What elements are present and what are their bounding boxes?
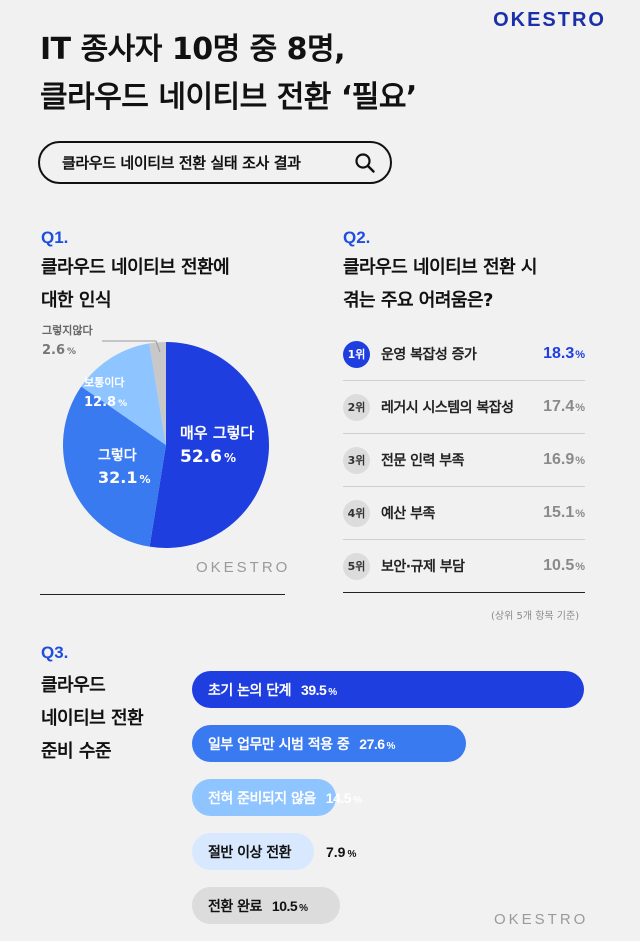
bar-value: 39.5% bbox=[301, 681, 337, 698]
bar: 절반 이상 전환 bbox=[192, 833, 314, 870]
bar: 일부 업무만 시범 적용 중 27.6% bbox=[192, 725, 466, 762]
rank-label: 보안·규제 부담 bbox=[381, 559, 465, 575]
bar: 전혀 준비되지 않음 14.5% bbox=[192, 779, 362, 816]
rank-badge: 2위 bbox=[343, 393, 370, 421]
q1-tag: Q1. bbox=[41, 228, 69, 247]
q2-heading-line-2: 겪는 주요 어려움은? bbox=[343, 290, 493, 311]
rank-badge: 5위 bbox=[343, 552, 370, 580]
pie-label-2: 보통이다 bbox=[84, 375, 125, 389]
pie-value-1: 32.1% bbox=[98, 468, 151, 487]
rank-value: 15.1% bbox=[543, 504, 585, 521]
rank-row: 2위 레거시 시스템의 복잡성 17.4% bbox=[343, 381, 585, 434]
rank-value: 18.3% bbox=[543, 345, 585, 362]
rank-value: 17.4% bbox=[543, 398, 585, 415]
footer-watermark-logo: OKESTRO bbox=[494, 911, 589, 928]
pie-slice-3 bbox=[149, 342, 166, 445]
q3-bar-chart: 초기 논의 단계 39.5% 일부 업무만 시범 적용 중 27.6% 전혀 준비되지 … bbox=[192, 671, 592, 941]
rank-badge: 1위 bbox=[343, 340, 370, 368]
pie-leader-line bbox=[102, 340, 161, 353]
bar-label: 초기 논의 단계 bbox=[208, 682, 292, 699]
bar-value: 10.5% bbox=[271, 897, 308, 914]
pie-label-3: 그렇지않다 bbox=[42, 323, 93, 337]
q3-heading-line-1: 클라우드 bbox=[41, 675, 106, 696]
q2-rank-list: 1위 운영 복잡성 증가 18.3% 2위 레거시 시스템의 복잡성 17.4% 3위 전문 … bbox=[343, 328, 585, 593]
q3-heading-line-3: 준비 수준 bbox=[41, 741, 112, 762]
pie-value-3: 2.6% bbox=[42, 343, 76, 358]
bar-row: 전혀 준비되지 않음 14.5% bbox=[192, 779, 592, 816]
search-label: 클라우드 네이티브 전환 실태 조사 결과 bbox=[62, 154, 301, 172]
bar-value: 27.6% bbox=[359, 735, 395, 752]
rank-label: 레거시 시스템의 복잡성 bbox=[381, 400, 514, 416]
bar-value: 14.5% bbox=[325, 789, 362, 806]
bar-row: 초기 논의 단계 39.5% bbox=[192, 671, 592, 708]
pie-label-0: 매우 그렇다 bbox=[180, 424, 254, 442]
q1-divider bbox=[40, 594, 285, 595]
search-icon[interactable] bbox=[354, 152, 376, 174]
q3-heading: 클라우드 네이티브 전환 준비 수준 bbox=[41, 669, 144, 768]
bar: 초기 논의 단계 39.5% bbox=[192, 671, 584, 708]
rank-label: 전문 인력 부족 bbox=[381, 453, 465, 469]
bar-label: 전환 완료 bbox=[208, 898, 262, 915]
bar-label: 일부 업무만 시범 적용 중 bbox=[208, 736, 350, 753]
q2-tag: Q2. bbox=[343, 228, 371, 247]
rank-label: 예산 부족 bbox=[381, 506, 435, 522]
q2-heading-line-1: 클라우드 네이티브 전환 시 bbox=[343, 257, 537, 278]
rank-row: 1위 운영 복잡성 증가 18.3% bbox=[343, 328, 585, 381]
bar-row: 전환 완료 10.5% bbox=[192, 887, 592, 924]
chart-watermark-logo: OKESTRO bbox=[196, 559, 291, 576]
q3-tag: Q3. bbox=[41, 643, 69, 662]
bar-label: 전혀 준비되지 않음 bbox=[208, 790, 316, 807]
pie-slice-2 bbox=[81, 343, 166, 445]
title-line-1: IT 종사자 10명 중 8명, bbox=[40, 32, 346, 67]
pie-label-1: 그렇다 bbox=[98, 448, 137, 464]
pie-slice-1 bbox=[63, 386, 166, 547]
rank-badge: 3위 bbox=[343, 446, 370, 474]
rank-row: 4위 예산 부족 15.1% bbox=[343, 487, 585, 540]
rank-label: 운영 복잡성 증가 bbox=[381, 347, 477, 363]
page-title: IT 종사자 10명 중 8명, 클라우드 네이티브 전환 ‘필요’ bbox=[40, 26, 417, 122]
q2-footnote: (상위 5개 항목 기준) bbox=[491, 611, 580, 622]
q3-heading-line-2: 네이티브 전환 bbox=[41, 708, 144, 729]
title-line-2: 클라우드 네이티브 전환 ‘필요’ bbox=[40, 80, 417, 115]
bar-row: 일부 업무만 시범 적용 중 27.6% bbox=[192, 725, 592, 762]
brand-logo: OKESTRO bbox=[493, 9, 606, 31]
q2-heading: 클라우드 네이티브 전환 시 겪는 주요 어려움은? bbox=[343, 251, 537, 317]
rank-row: 3위 전문 인력 부족 16.9% bbox=[343, 434, 585, 487]
q1-heading: 클라우드 네이티브 전환에 대한 인식 bbox=[41, 251, 230, 317]
bar-row: 절반 이상 전환 7.9% bbox=[192, 833, 592, 870]
q1-heading-line-1: 클라우드 네이티브 전환에 bbox=[41, 257, 230, 278]
rank-badge: 4위 bbox=[343, 499, 370, 527]
bar: 전환 완료 10.5% bbox=[192, 887, 340, 924]
q1-heading-line-2: 대한 인식 bbox=[41, 290, 112, 311]
rank-value: 10.5% bbox=[543, 557, 585, 574]
rank-value: 16.9% bbox=[543, 451, 585, 468]
search-bar[interactable]: 클라우드 네이티브 전환 실태 조사 결과 bbox=[38, 141, 392, 184]
bar-label: 절반 이상 전환 bbox=[208, 844, 292, 861]
bar-value: 7.9% bbox=[326, 843, 357, 860]
rank-row: 5위 보안·규제 부담 10.5% bbox=[343, 540, 585, 593]
pie-slice-0 bbox=[149, 342, 270, 548]
